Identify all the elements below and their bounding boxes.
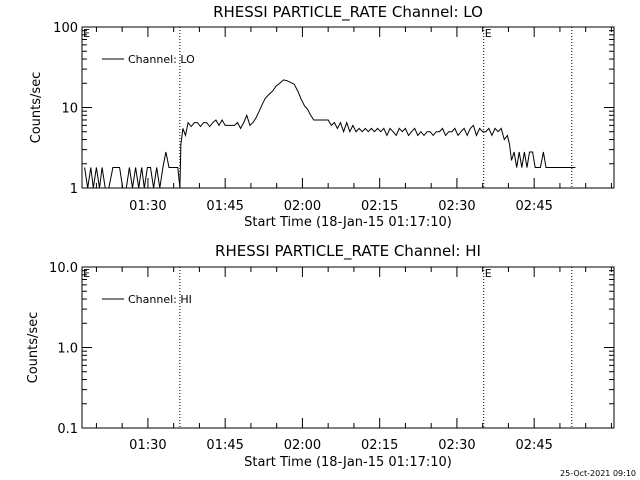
chart1-y-axis-label: Counts/sec — [29, 72, 44, 144]
chart1-title: RHESSI PARTICLE_RATE Channel: LO — [213, 3, 483, 22]
chart2-legend-label: Channel: HI — [128, 293, 192, 306]
chart2-title: RHESSI PARTICLE_RATE Channel: HI — [215, 242, 481, 261]
chart2-x-tick-label: 02:45 — [515, 438, 552, 453]
chart2-x-tick-label: 01:30 — [129, 438, 166, 453]
chart2-frame — [81, 266, 615, 429]
footer-timestamp: 25-Oct-2021 09:10 — [560, 469, 636, 478]
chart2-y-tick-label: 10.0 — [49, 261, 78, 276]
chart2-x-tick-label: 01:45 — [206, 438, 243, 453]
chart1-event-marker-label: E — [485, 27, 492, 40]
chart1-x-tick-label: 02:45 — [515, 199, 552, 214]
chart2-y-tick-label: 0.1 — [57, 422, 78, 437]
chart2-x-tick-label: 02:00 — [284, 438, 321, 453]
chart1-legend-label: Channel: LO — [128, 53, 195, 66]
chart1-y-tick-label: 100 — [53, 21, 78, 36]
chart1-x-axis-label: Start Time (18-Jan-15 01:17:10) — [244, 215, 452, 230]
chart2-event-marker-label: E — [485, 267, 492, 280]
chart2-y-axis-label: Counts/sec — [26, 312, 41, 384]
chart1-x-tick-label: 01:30 — [129, 199, 166, 214]
chart1-x-tick-label: 01:45 — [206, 199, 243, 214]
chart1-x-tick-label: 02:30 — [438, 199, 475, 214]
chart1-y-tick-label: 1 — [70, 182, 78, 197]
chart2-edge-label: E — [83, 267, 90, 280]
chart2-x-tick-label: 02:15 — [361, 438, 398, 453]
chart2-y-tick-label: 1.0 — [57, 342, 78, 357]
chart1-series-line — [84, 79, 576, 189]
chart2-x-tick-label: 02:30 — [438, 438, 475, 453]
chart2-x-axis-label: Start Time (18-Jan-15 01:17:10) — [244, 455, 452, 470]
chart1-y-tick-label: 10 — [61, 102, 78, 117]
chart1-x-tick-label: 02:15 — [361, 199, 398, 214]
chart1-edge-label: E — [83, 27, 90, 40]
chart1-x-tick-label: 02:00 — [284, 199, 321, 214]
